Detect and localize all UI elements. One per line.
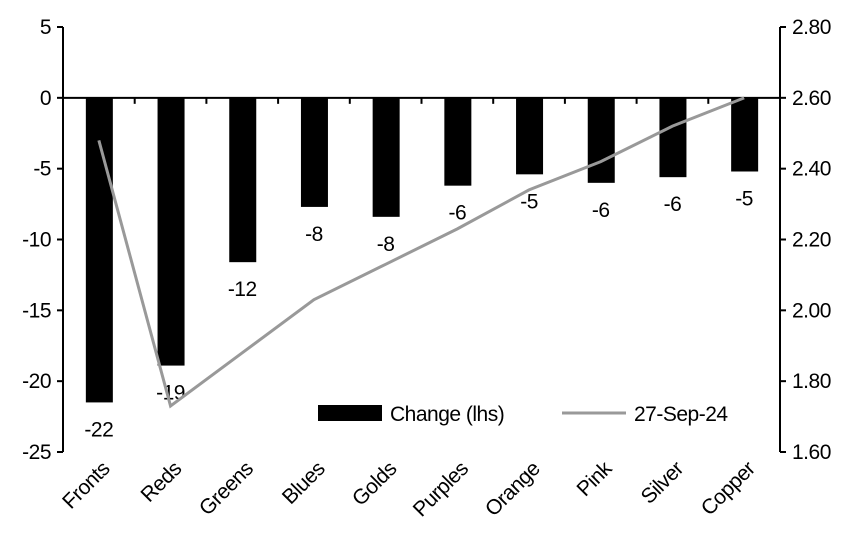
right-tick-label: 2.00	[792, 299, 831, 322]
left-tick-label: -15	[22, 299, 51, 322]
right-tick-label: 2.40	[792, 158, 831, 181]
legend-swatch-bar	[318, 405, 382, 421]
right-tick-label: 2.80	[792, 16, 831, 39]
x-tick-label: Pink	[573, 457, 617, 501]
bar-reds	[158, 98, 185, 366]
legend-label-line: 27-Sep-24	[634, 403, 728, 426]
left-tick-label: 0	[40, 87, 51, 110]
right-tick-label: 2.20	[792, 229, 831, 252]
bar-data-label: -8	[377, 233, 395, 256]
left-tick-label: -25	[22, 441, 51, 464]
bar-data-label: -12	[228, 278, 257, 301]
bar-data-label: -6	[592, 199, 610, 222]
bar-data-label: -6	[664, 193, 682, 216]
bar-greens	[229, 98, 256, 262]
left-tick-label: -20	[22, 370, 51, 393]
right-tick-label: 2.60	[792, 87, 831, 110]
x-tick-label: Reds	[137, 457, 187, 507]
legend-label-bar: Change (lhs)	[390, 403, 504, 426]
line-27-sep-24	[99, 98, 744, 406]
right-tick-label: 1.60	[792, 441, 831, 464]
x-tick-label: Copper	[697, 457, 760, 520]
right-tick-label: 1.80	[792, 370, 831, 393]
x-tick-label: Orange	[481, 457, 545, 521]
x-tick-label: Silver	[637, 457, 689, 509]
bar-copper	[731, 98, 758, 172]
legend: Change (lhs) 27-Sep-24	[318, 403, 728, 426]
bar-data-label: -8	[305, 223, 323, 246]
left-axis: 5 0 -5 -10 -15 -20 -25	[22, 16, 63, 464]
x-tick-label: Blues	[278, 457, 330, 509]
bar-data-label: -22	[84, 418, 113, 441]
right-axis: 2.80 2.60 2.40 2.20 2.00 1.80 1.60	[780, 16, 831, 464]
x-tick-label: Fronts	[58, 457, 114, 513]
x-tick-label: Golds	[348, 457, 401, 510]
x-tick-label: Greens	[195, 457, 258, 520]
x-tick-label: Purples	[409, 457, 473, 521]
bar-golds	[373, 98, 400, 217]
line-series	[99, 98, 745, 406]
bar-series: -22-19-12-8-8-6-5-6-6-5	[63, 98, 780, 442]
bar-data-label: -6	[449, 202, 467, 225]
bar-blues	[301, 98, 328, 207]
left-tick-label: -5	[33, 158, 51, 181]
bar-silver	[659, 98, 686, 177]
left-tick-label: -10	[22, 229, 51, 252]
left-tick-label: 5	[40, 16, 51, 39]
bar-data-label: -5	[735, 188, 753, 211]
bar-orange	[516, 98, 543, 175]
bar-purples	[444, 98, 471, 186]
bar-pink	[588, 98, 615, 183]
